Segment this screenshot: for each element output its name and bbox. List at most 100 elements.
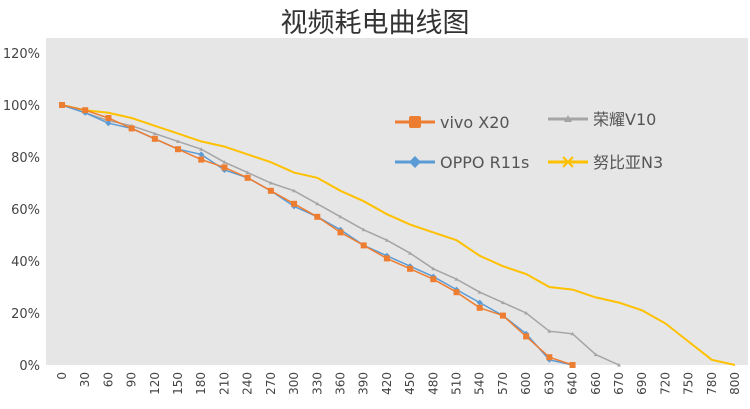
x-tick-label: 330	[310, 372, 324, 395]
data-point	[198, 156, 205, 163]
x-tick-label: 150	[171, 372, 185, 395]
data-point	[152, 131, 157, 136]
x-tick-label: 240	[241, 372, 255, 395]
data-point	[408, 251, 413, 255]
data-point	[175, 146, 182, 153]
legend-label: OPPO R11s	[440, 153, 529, 172]
x-tick-label: 450	[403, 372, 417, 395]
x-tick-label: 570	[496, 372, 510, 395]
data-point	[431, 266, 436, 271]
data-point	[616, 363, 621, 367]
legend-label: vivo X20	[440, 113, 510, 132]
data-point	[176, 139, 181, 143]
data-point	[267, 187, 274, 194]
x-tick-label: 750	[682, 372, 696, 395]
series-line	[61, 104, 736, 366]
data-point	[454, 277, 459, 281]
data-point	[564, 115, 572, 122]
data-point	[570, 331, 575, 336]
data-point	[569, 362, 576, 368]
x-tick-label: 30	[78, 372, 92, 387]
y-tick-label: 0%	[19, 359, 40, 374]
x-tick-label: 390	[357, 372, 371, 395]
series-path	[61, 104, 736, 366]
x-tick-label: 180	[194, 372, 208, 395]
x-tick-label: 60	[101, 372, 115, 387]
data-point	[523, 333, 530, 340]
y-tick-label: 20%	[11, 307, 40, 322]
x-tick-label: 0	[55, 372, 69, 380]
data-point	[546, 354, 553, 361]
data-point	[292, 188, 297, 193]
data-point	[409, 116, 421, 128]
x-tick-label: 600	[519, 372, 533, 395]
data-point	[105, 115, 112, 121]
data-point	[221, 164, 228, 171]
x-tick-label: 720	[658, 372, 672, 395]
x-tick-label: 210	[217, 372, 231, 395]
data-point	[476, 299, 483, 306]
x-tick-label: 420	[380, 372, 394, 395]
data-point	[383, 255, 390, 262]
data-point	[291, 200, 298, 207]
data-point	[105, 120, 112, 127]
data-point	[244, 174, 251, 181]
data-point	[407, 265, 414, 272]
legend-item: 荣耀V10	[548, 110, 656, 129]
x-tick-label: 640	[566, 372, 580, 395]
data-point	[337, 229, 344, 236]
data-point	[151, 135, 158, 142]
data-point	[338, 214, 343, 219]
data-point	[453, 289, 460, 296]
data-point	[82, 107, 89, 114]
data-point	[222, 160, 227, 164]
data-point	[500, 300, 505, 305]
legend-item: vivo X20	[395, 113, 510, 132]
x-tick-label: 360	[333, 372, 347, 395]
x-tick-label: 670	[612, 372, 626, 395]
legend-item: OPPO R11s	[395, 153, 529, 172]
x-tick-label: 120	[148, 372, 162, 395]
data-point	[384, 238, 389, 242]
legend-item: 努比亚N3	[548, 153, 663, 172]
x-tick-label: 270	[264, 372, 278, 395]
legend-label: 努比亚N3	[593, 153, 663, 172]
x-tick-label: 480	[426, 372, 440, 395]
y-tick-label: 100%	[3, 99, 40, 114]
data-point	[361, 227, 366, 232]
plot-background	[46, 38, 748, 365]
data-point	[476, 304, 483, 311]
x-tick-label: 660	[589, 372, 603, 395]
data-point	[315, 201, 320, 206]
data-point	[524, 311, 529, 315]
x-tick-label: 300	[287, 372, 301, 395]
data-point	[128, 125, 135, 132]
data-point	[199, 147, 204, 151]
y-tick-label: 120%	[3, 47, 40, 62]
data-point	[499, 312, 506, 319]
data-point	[198, 151, 205, 158]
legend-label: 荣耀V10	[593, 110, 656, 129]
chart-title: 视频耗电曲线图	[281, 8, 470, 39]
data-point	[593, 352, 598, 357]
data-point	[409, 156, 421, 168]
y-tick-label: 60%	[11, 203, 40, 218]
data-point	[477, 290, 482, 294]
y-tick-label: 40%	[11, 255, 40, 270]
x-tick-label: 800	[728, 372, 742, 395]
x-tick-label: 90	[125, 372, 139, 387]
y-tick-label: 80%	[11, 151, 40, 166]
data-point	[268, 181, 273, 185]
x-tick-label: 780	[705, 372, 719, 395]
data-point	[547, 329, 552, 333]
data-point	[314, 213, 321, 220]
data-point	[562, 156, 574, 168]
data-point	[430, 276, 437, 283]
data-point	[245, 170, 250, 175]
x-tick-label: 630	[542, 372, 556, 395]
series-line	[59, 102, 576, 368]
x-tick-label: 540	[473, 372, 487, 395]
x-tick-label: 690	[635, 372, 649, 395]
data-point	[59, 102, 65, 108]
